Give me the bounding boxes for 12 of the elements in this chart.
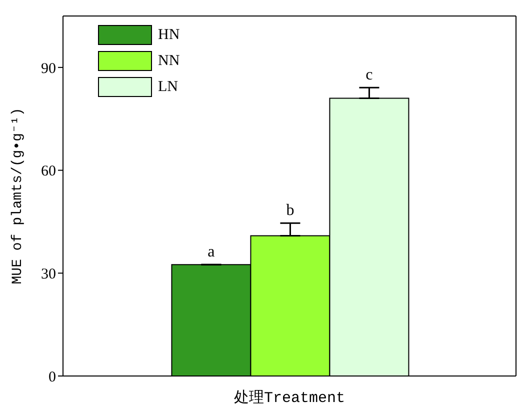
- annotation: b: [286, 202, 294, 220]
- legend-label: NN: [158, 52, 180, 70]
- y-axis-title: MUE of plamts/(g•g⁻¹): [10, 108, 26, 284]
- y-tick-label: 0: [48, 369, 56, 386]
- x-axis-title: 处理Treatment: [234, 389, 346, 407]
- annotation: c: [366, 66, 373, 84]
- y-tick-label: 30: [41, 266, 56, 282]
- y-tick-label: 60: [41, 164, 56, 180]
- legend-label: LN: [158, 78, 178, 96]
- y-tick-label: 90: [41, 60, 56, 77]
- legend-label: HN: [158, 26, 180, 44]
- annotation: a: [208, 244, 215, 261]
